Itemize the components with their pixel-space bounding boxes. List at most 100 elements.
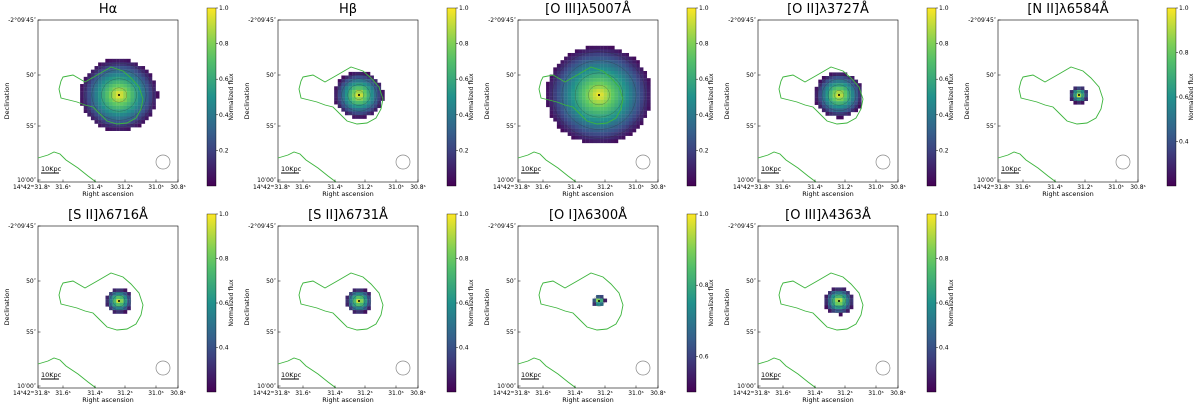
flux-pixel — [829, 86, 833, 91]
flux-pixel — [643, 106, 648, 111]
scale-bar-label: 10Kpc — [761, 371, 782, 379]
flux-pixel — [582, 106, 586, 111]
flux-pixel — [585, 103, 590, 108]
flux-pixel — [123, 94, 128, 99]
flux-pixel — [610, 52, 615, 57]
flux-pixel — [571, 106, 576, 111]
flux-pixel — [603, 56, 608, 61]
flux-pixel — [98, 120, 102, 124]
flux-pixel — [857, 90, 862, 95]
flux-pixel — [553, 70, 558, 75]
flux-pixel — [603, 117, 608, 122]
flux-pixel — [352, 295, 357, 300]
flux-pixel — [126, 94, 131, 99]
flux-pixel — [116, 295, 121, 300]
flux-pixel — [582, 96, 586, 100]
y-tick-label: -2°09′45″ — [8, 223, 37, 230]
flux-pixel — [582, 110, 586, 115]
flux-pixel — [589, 85, 594, 90]
flux-pixel — [116, 123, 120, 128]
flux-pixel — [618, 124, 622, 129]
flux-pixel — [632, 56, 637, 61]
flux-pixel — [108, 102, 113, 106]
flux-pixel — [549, 74, 554, 79]
colorbar-tick-label: 1.0 — [939, 211, 949, 218]
flux-pixel — [628, 74, 633, 79]
flux-pixel — [571, 135, 576, 140]
flux-pixel — [589, 128, 594, 133]
flux-pixel — [632, 92, 637, 97]
flux-pixel — [94, 87, 99, 92]
flux-pixel — [843, 86, 848, 91]
flux-pixel — [621, 60, 626, 64]
flux-pixel — [367, 299, 371, 303]
flux-pixel — [141, 105, 146, 110]
flux-pixel — [618, 117, 622, 122]
flux-pixel — [592, 60, 597, 64]
flux-pixel — [130, 87, 135, 92]
flux-pixel — [618, 106, 622, 111]
x-tick-label: 14ʰ42ᵐ31.8ˢ — [13, 390, 50, 397]
x-tick-label: 31.2ˢ — [597, 390, 613, 397]
x-tick-label: 14ʰ42ᵐ31.8ˢ — [493, 184, 530, 191]
flux-pixel — [596, 103, 601, 108]
flux-pixel — [560, 96, 565, 100]
flux-pixel — [603, 49, 608, 54]
flux-pixel — [141, 94, 146, 99]
flux-pixel — [362, 115, 367, 119]
companion-contour — [517, 357, 577, 389]
flux-pixel — [373, 86, 378, 91]
colorbar-tick-label: 0.8 — [459, 256, 469, 263]
flux-pixel — [610, 85, 615, 90]
flux-pixel — [334, 86, 338, 91]
flux-pixel — [112, 288, 117, 293]
flux-pixel — [610, 114, 615, 118]
x-tick-label: 31.0ˢ — [628, 390, 644, 397]
flux-pixel — [137, 80, 142, 85]
flux-pixel — [109, 295, 113, 300]
peak-marker — [598, 94, 600, 96]
y-tick-label: -2°09′45″ — [248, 17, 277, 24]
flux-pixel — [144, 87, 149, 92]
flux-pixel — [105, 109, 110, 113]
flux-pixel — [825, 86, 830, 91]
flux-pixel — [571, 121, 576, 126]
flux-pixel — [363, 295, 368, 300]
flux-pixel — [639, 117, 644, 122]
flux-pixel — [574, 121, 579, 126]
flux-pixel — [639, 88, 644, 93]
flux-pixel — [600, 81, 604, 86]
flux-pixel — [144, 112, 149, 117]
flux-pixel — [377, 82, 382, 87]
flux-pixel — [596, 302, 600, 306]
flux-pixel — [130, 112, 135, 117]
flux-pixel — [359, 292, 364, 296]
flux-pixel — [105, 73, 110, 77]
flux-pixel — [352, 111, 356, 116]
plot-frame — [517, 19, 659, 183]
flux-pixel — [846, 309, 850, 313]
flux-pixel — [144, 116, 149, 121]
flux-pixel — [632, 99, 637, 104]
flux-pixel — [90, 116, 95, 121]
flux-pixel — [123, 62, 128, 67]
flux-pixel — [618, 63, 622, 68]
scale-bar-label: 10Kpc — [1001, 165, 1022, 173]
y-tick-label: 10′00″ — [17, 383, 37, 390]
flux-pixel — [621, 70, 626, 75]
y-tick-label: 50″ — [506, 278, 517, 285]
flux-pixel — [839, 90, 844, 95]
flux-pixel — [596, 114, 601, 118]
flux-pixel — [625, 124, 630, 129]
colorbar-label: Normalized flux — [468, 73, 475, 121]
flux-pixel — [847, 90, 851, 95]
flux-pixel — [607, 49, 612, 54]
flux-pixel — [625, 60, 630, 64]
flux-pixel — [596, 121, 601, 126]
flux-pixel — [130, 80, 135, 85]
flux-pixel — [636, 74, 640, 79]
flux-pixel — [585, 81, 590, 86]
flux-pixel — [610, 106, 615, 111]
colorbar — [206, 213, 217, 393]
flux-pixel — [814, 86, 819, 91]
